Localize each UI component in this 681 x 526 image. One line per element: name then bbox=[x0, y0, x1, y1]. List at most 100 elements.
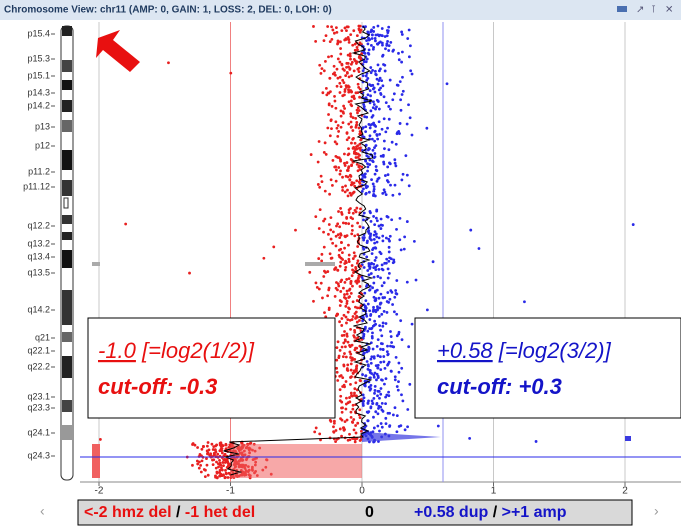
dot bbox=[327, 286, 331, 290]
dot bbox=[344, 235, 347, 239]
annotation-box bbox=[87, 317, 336, 419]
dot bbox=[395, 414, 399, 418]
scroll-left[interactable]: ‹ bbox=[40, 503, 45, 519]
annotation-value: -1.0 bbox=[98, 338, 137, 363]
dot bbox=[349, 410, 353, 414]
dot bbox=[357, 28, 361, 32]
dot bbox=[346, 363, 350, 367]
dot bbox=[370, 238, 373, 242]
dot bbox=[387, 390, 390, 394]
dot bbox=[388, 411, 391, 415]
band-label: p14.2 bbox=[27, 100, 50, 110]
dot bbox=[380, 378, 383, 382]
dot bbox=[358, 130, 362, 133]
dot bbox=[372, 396, 376, 400]
dot bbox=[199, 470, 203, 474]
dot bbox=[354, 367, 358, 371]
dot bbox=[387, 271, 391, 275]
dot bbox=[371, 106, 375, 110]
dot bbox=[384, 261, 388, 265]
dot bbox=[372, 194, 375, 197]
dot bbox=[445, 82, 449, 86]
dot bbox=[379, 360, 383, 364]
dot bbox=[323, 217, 327, 221]
dot bbox=[371, 430, 375, 434]
dot bbox=[362, 218, 365, 222]
loss-marker bbox=[92, 444, 100, 478]
dot bbox=[348, 432, 351, 436]
dot bbox=[353, 184, 357, 188]
minimize-button[interactable] bbox=[617, 6, 627, 12]
dot bbox=[407, 345, 411, 349]
dot bbox=[379, 223, 383, 227]
dot bbox=[99, 438, 102, 441]
dot bbox=[319, 174, 323, 178]
dot bbox=[206, 441, 210, 444]
dot bbox=[356, 221, 360, 225]
dot bbox=[335, 84, 339, 88]
dot bbox=[330, 127, 333, 131]
dot bbox=[374, 410, 378, 414]
dot bbox=[368, 134, 372, 138]
dot bbox=[365, 57, 369, 61]
restore-button[interactable]: ↗ bbox=[636, 5, 644, 16]
dot bbox=[335, 26, 338, 30]
dot bbox=[315, 285, 319, 289]
dot bbox=[373, 139, 376, 143]
dot bbox=[374, 216, 378, 220]
dot bbox=[351, 257, 355, 260]
dot bbox=[354, 346, 357, 350]
dot bbox=[317, 140, 321, 143]
dot bbox=[321, 296, 324, 300]
dot bbox=[317, 257, 321, 260]
dot bbox=[334, 165, 338, 169]
dot bbox=[355, 320, 359, 324]
dot bbox=[343, 246, 346, 250]
dot bbox=[375, 240, 379, 244]
dot bbox=[347, 147, 350, 151]
dot bbox=[372, 373, 376, 377]
dot bbox=[262, 256, 266, 260]
dot bbox=[379, 347, 382, 351]
scroll-right[interactable]: › bbox=[654, 503, 659, 519]
dot bbox=[373, 290, 377, 294]
dot bbox=[328, 40, 332, 43]
dot bbox=[339, 52, 343, 56]
dot bbox=[334, 266, 338, 270]
dot bbox=[334, 429, 338, 432]
dot bbox=[363, 379, 367, 383]
dot bbox=[338, 427, 342, 431]
dot bbox=[358, 142, 362, 146]
dot bbox=[344, 402, 348, 406]
dot bbox=[401, 89, 405, 93]
dot bbox=[353, 387, 357, 391]
dot bbox=[324, 152, 328, 156]
dot bbox=[323, 189, 327, 193]
dot bbox=[377, 314, 381, 318]
dot bbox=[389, 183, 392, 187]
dot bbox=[339, 260, 343, 264]
close-button[interactable]: ✕ bbox=[665, 5, 673, 16]
dot bbox=[349, 216, 353, 219]
dot bbox=[349, 193, 353, 197]
dot bbox=[368, 101, 372, 105]
dot bbox=[344, 315, 348, 319]
dot bbox=[353, 97, 356, 100]
pin-button[interactable]: ⊺ bbox=[651, 5, 656, 16]
dot bbox=[366, 329, 370, 333]
dot bbox=[376, 374, 380, 378]
dot bbox=[333, 140, 337, 144]
dot bbox=[393, 375, 397, 379]
dot bbox=[339, 207, 342, 210]
dot bbox=[410, 322, 414, 326]
dot bbox=[355, 394, 358, 398]
dot bbox=[338, 320, 341, 324]
dot bbox=[376, 177, 380, 181]
dot bbox=[224, 472, 228, 476]
dot bbox=[346, 25, 350, 29]
dot bbox=[371, 286, 374, 290]
dot bbox=[352, 428, 356, 432]
dot bbox=[330, 54, 333, 58]
dot bbox=[372, 426, 376, 430]
window-controls[interactable]: ↗ ⊺ ✕ bbox=[617, 5, 673, 16]
